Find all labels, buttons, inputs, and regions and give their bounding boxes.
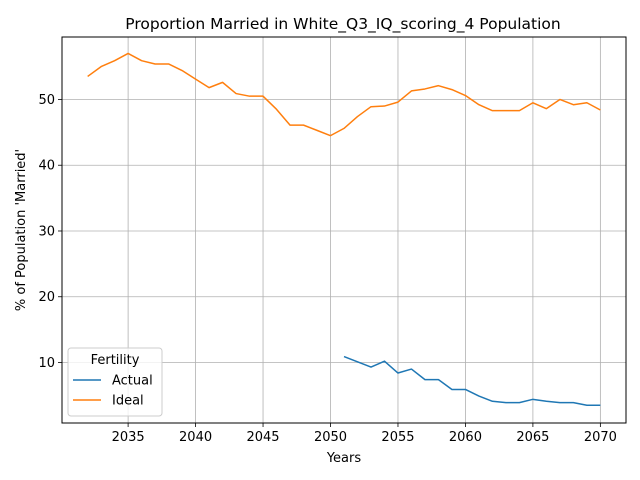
x-tick-label: 2045	[246, 430, 279, 445]
series-lines	[87, 52, 601, 406]
chart-title: Proportion Married in White_Q3_IQ_scorin…	[125, 15, 560, 34]
x-tick-label: 2065	[516, 430, 549, 445]
legend-title: Fertility	[91, 353, 140, 368]
y-axis-label: % of Population 'Married'	[14, 149, 29, 311]
x-tick-label: 2035	[112, 430, 145, 445]
y-tick-label: 30	[38, 224, 55, 239]
y-tick-label: 20	[38, 290, 55, 305]
x-tick-label: 2040	[179, 430, 212, 445]
legend-label-ideal: Ideal	[112, 394, 144, 409]
x-tick-label: 2070	[584, 430, 617, 445]
x-tick-label: 2060	[449, 430, 482, 445]
axis-ticks: 2035 2040 2045 2050 2055 2060 2065 2070 10 20 30 40…	[38, 93, 616, 445]
x-tick-label: 2055	[381, 430, 414, 445]
legend-box	[67, 347, 163, 417]
x-axis-label: Years	[326, 451, 362, 466]
x-tick-label: 2050	[314, 430, 347, 445]
y-tick-label: 10	[38, 356, 55, 371]
legend-label-actual: Actual	[112, 374, 153, 389]
y-tick-label: 40	[38, 159, 55, 174]
series-line-actual	[343, 355, 601, 406]
legend: Fertility Actual Ideal	[67, 347, 163, 417]
y-tick-label: 50	[38, 93, 55, 108]
series-line-ideal	[87, 52, 601, 137]
legend-entries: Actual Ideal	[73, 374, 153, 409]
plot-frame	[61, 36, 627, 424]
